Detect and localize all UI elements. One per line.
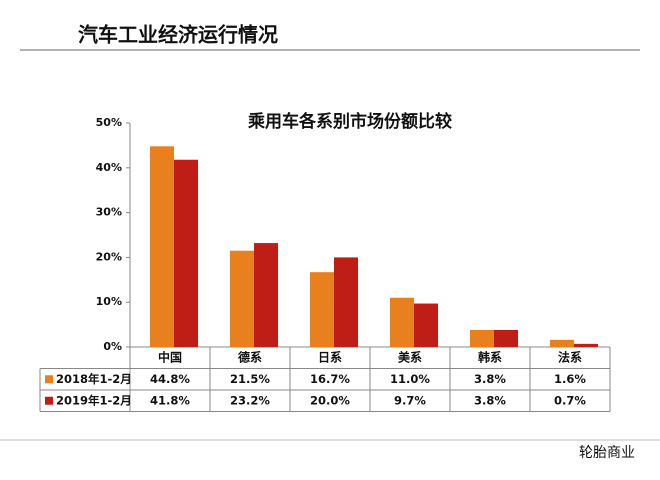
x-tick-label: 韩系: [478, 349, 502, 364]
header-title: 汽车工业经济运行情况: [78, 23, 278, 47]
watermark: 轮胎商业: [579, 445, 635, 461]
x-tick-label: 德系: [238, 349, 262, 364]
value-label: 1.6%: [554, 372, 586, 386]
value-label: 3.8%: [474, 393, 506, 407]
y-tick-label: 0%: [103, 340, 122, 353]
y-tick-label: 40%: [96, 161, 122, 174]
legend-label: 2019年1-2月: [56, 393, 132, 407]
y-tick-label: 10%: [96, 295, 122, 308]
legend-swatch: [45, 375, 53, 384]
bar: [550, 339, 574, 347]
value-label: 0.7%: [554, 393, 586, 407]
value-label: 23.2%: [230, 393, 270, 407]
x-tick-label: 中国: [158, 349, 182, 364]
value-label: 20.0%: [310, 393, 350, 407]
value-label: 16.7%: [310, 372, 350, 386]
bar: [254, 243, 278, 347]
y-tick-label: 20%: [96, 250, 122, 263]
legend-label: 2018年1-2月: [56, 372, 132, 386]
x-tick-label: 法系: [558, 349, 582, 364]
bar: [470, 329, 494, 347]
value-label: 11.0%: [390, 372, 430, 386]
legend-swatch: [45, 396, 53, 405]
value-label: 41.8%: [150, 393, 190, 407]
bar: [414, 303, 438, 347]
bar: [174, 159, 198, 347]
value-label: 3.8%: [474, 372, 506, 386]
value-label: 44.8%: [150, 372, 190, 386]
y-tick-label: 50%: [96, 116, 122, 129]
x-tick-label: 日系: [318, 349, 342, 364]
value-label: 21.5%: [230, 372, 270, 386]
y-tick-label: 30%: [96, 206, 122, 219]
bar: [310, 272, 334, 347]
value-label: 9.7%: [394, 393, 426, 407]
bar: [390, 297, 414, 347]
bar: [494, 329, 518, 347]
bar: [150, 146, 174, 347]
chart-title: 乘用车各系别市场份额比较: [247, 111, 452, 132]
bar: [230, 250, 254, 347]
bar: [574, 343, 598, 347]
bar: [334, 257, 358, 347]
x-tick-label: 美系: [398, 349, 422, 364]
